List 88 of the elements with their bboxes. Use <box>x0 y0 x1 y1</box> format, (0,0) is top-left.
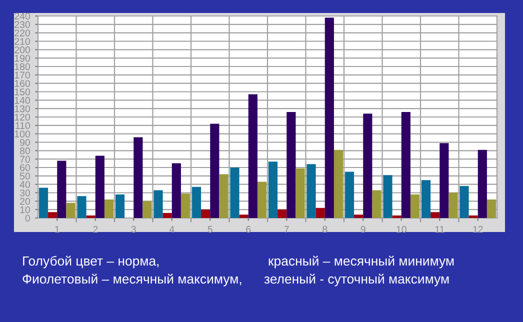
text: Фиолетовый – месячный максимум, <box>22 274 242 286</box>
x-tick-label: 9 <box>360 226 366 233</box>
y-tick-label: 190 <box>14 54 30 62</box>
bar <box>66 202 76 218</box>
bar <box>440 143 449 218</box>
y-tick-label: 160 <box>14 80 30 87</box>
text: Голубой цвет – норма, <box>23 256 159 268</box>
y-tick-label: 40 <box>20 181 30 188</box>
bar <box>334 150 344 218</box>
x-tick-label: 1 <box>55 226 60 233</box>
bar <box>38 188 48 218</box>
y-tick-label: 220 <box>14 30 30 36</box>
bar <box>460 186 469 218</box>
x-tick-label: 10 <box>396 226 406 233</box>
y-tick-label: 140 <box>14 96 30 104</box>
bar <box>383 175 392 218</box>
bar <box>248 94 258 218</box>
x-tick-label: 12 <box>473 226 483 233</box>
bar <box>448 192 458 218</box>
y-tick-label: 80 <box>20 147 30 154</box>
bar <box>324 18 334 218</box>
bar <box>410 194 420 218</box>
bar <box>278 210 287 218</box>
x-tick-label: 8 <box>322 226 328 233</box>
y-tick-label: 70 <box>20 156 30 163</box>
bar <box>142 201 152 218</box>
y-tick-label: 90 <box>20 138 30 146</box>
x-tick-label: 11 <box>435 226 444 233</box>
bar <box>392 215 402 218</box>
bar <box>180 194 190 218</box>
y-tick-label: 230 <box>14 21 30 28</box>
bar <box>57 160 66 218</box>
bar <box>115 194 125 218</box>
bar <box>296 168 305 218</box>
x-tick-label: 6 <box>246 226 251 233</box>
bar <box>430 212 440 218</box>
bar <box>230 168 240 218</box>
bar <box>77 196 86 218</box>
bar <box>478 150 487 218</box>
x-tick-label: 7 <box>284 226 289 233</box>
x-tick-label: 4 <box>169 226 174 233</box>
x-tick-label: 5 <box>208 226 212 233</box>
bar <box>316 208 325 218</box>
bar <box>48 212 58 218</box>
y-tick-label: 110 <box>16 122 30 130</box>
bar <box>239 214 248 218</box>
text: зеленый - суточный максимум <box>264 274 449 286</box>
bar <box>86 215 96 218</box>
bar <box>372 190 382 218</box>
bar <box>219 174 228 218</box>
bar <box>468 215 478 218</box>
y-tick-label: 180 <box>14 63 30 70</box>
y-tick-label: 10 <box>20 206 30 214</box>
bar <box>354 214 364 218</box>
bar <box>201 210 210 218</box>
bar <box>486 199 496 218</box>
y-tick-label: 30 <box>20 189 30 196</box>
y-tick-label: 170 <box>14 72 30 79</box>
y-tick-label: 150 <box>14 88 30 96</box>
y-tick-label: 240 <box>14 12 30 20</box>
y-tick-label: 100 <box>14 130 30 138</box>
bar <box>210 124 220 218</box>
bar <box>95 156 104 218</box>
bar <box>172 163 181 218</box>
y-tick-label: 130 <box>14 105 30 112</box>
x-tick-label: 2 <box>93 226 98 233</box>
y-tick-label: 120 <box>14 114 30 121</box>
x-tick-label: 3 <box>131 226 136 233</box>
bar <box>134 137 143 218</box>
bar <box>363 114 372 218</box>
bar <box>344 172 354 218</box>
bar <box>286 112 296 218</box>
y-tick-label: 200 <box>14 46 30 54</box>
bar <box>306 164 316 218</box>
y-tick-label: 20 <box>20 198 30 205</box>
bar <box>162 212 172 218</box>
bar <box>154 190 163 218</box>
bar <box>268 162 278 218</box>
bar <box>401 112 410 218</box>
text: красный – месячный минимум <box>268 256 454 268</box>
bar <box>192 186 202 218</box>
bar <box>421 180 431 218</box>
y-tick-label: 50 <box>20 172 30 180</box>
y-tick-label: 0 <box>25 214 30 222</box>
y-tick-label: 210 <box>14 38 30 45</box>
y-tick-label: 60 <box>20 164 30 172</box>
bar <box>257 182 267 218</box>
bar <box>104 199 114 218</box>
